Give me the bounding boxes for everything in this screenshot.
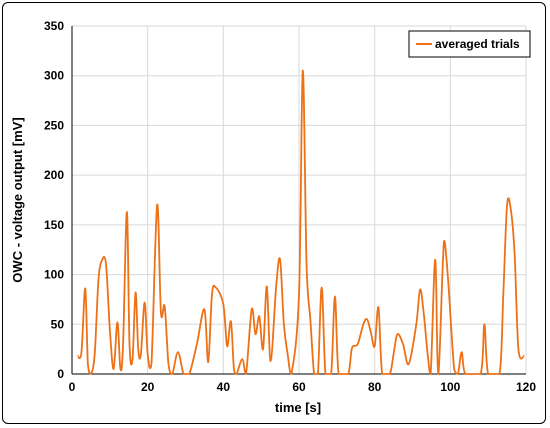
legend: averaged trials [408, 30, 531, 58]
tick-labels: 0 50 100 150 200 250 300 350 0 20 40 60 80 100 120 [44, 19, 536, 394]
x-tick-label: 60 [292, 380, 306, 394]
x-tick-label: 20 [141, 380, 155, 394]
x-tick-label: 80 [368, 380, 382, 394]
legend-label: averaged trials [435, 37, 520, 51]
x-tick-label: 40 [217, 380, 231, 394]
x-tick-label: 0 [69, 380, 76, 394]
x-tick-label: 120 [516, 380, 536, 394]
chart-frame [2, 2, 546, 424]
y-tick-label: 350 [44, 19, 64, 33]
x-axis-title: time [s] [275, 400, 321, 415]
y-tick-label: 100 [44, 268, 64, 282]
y-tick-label: 250 [44, 118, 64, 132]
x-tick-label: 100 [440, 380, 460, 394]
gridlines [72, 25, 527, 374]
y-axis-title: OWC - voltage output [mV] [10, 117, 25, 282]
y-tick-label: 0 [57, 367, 64, 381]
y-tick-label: 150 [44, 218, 64, 232]
axes [71, 26, 526, 375]
y-tick-label: 200 [44, 168, 64, 182]
series-layer [76, 69, 526, 375]
y-tick-label: 50 [51, 317, 65, 331]
series-line-averaged-trials [76, 69, 526, 375]
y-tick-label: 300 [44, 69, 64, 83]
